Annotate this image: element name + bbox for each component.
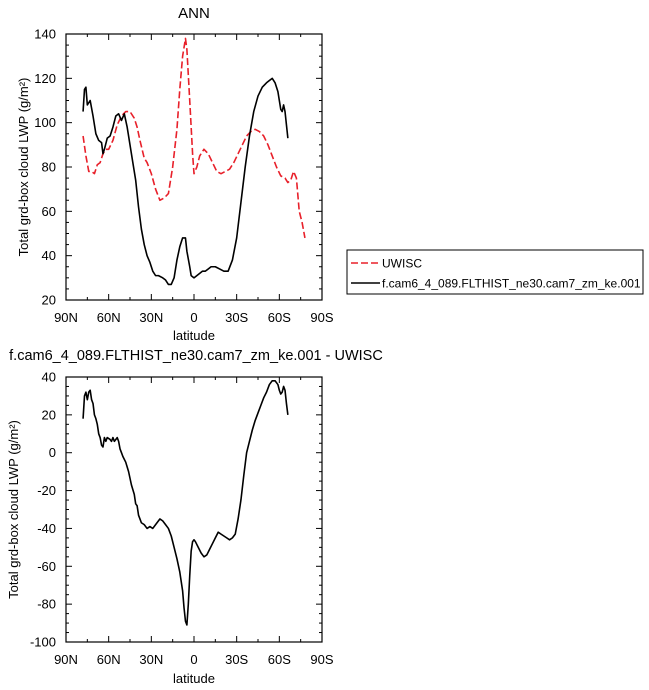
y-tick-label: -40 [37,521,56,536]
x-tick-label: 90S [310,652,333,667]
y-tick-label: 60 [42,204,56,219]
x-tick-label: 60S [268,652,291,667]
x-tick-label: 90S [310,310,333,325]
top-panel: 90N 60N 30N 0 30S 60S 90S 20 40 60 80 100 120 140 ANN l… [16,5,644,343]
y-tick-label: 80 [42,160,56,175]
y-tick-label: -60 [37,559,56,574]
y-tick-label: 0 [49,445,56,460]
y-tick-label: -80 [37,597,56,612]
x-axis-label: latitude [173,671,215,686]
legend-entry-2: f.cam6_4_089.FLTHIST_ne30.cam7_zm_ke.001 [382,277,641,291]
y-tick-label: 120 [34,71,56,86]
x-tick-label: 30S [225,310,248,325]
y-tick-label: -100 [30,635,56,650]
bottom-panel: 90N 60N 30N 0 30S 60S 90S -100 -80 -60 -40 -20 0 20 40… [6,348,383,686]
x-tick-label: 0 [190,310,197,325]
y-axis-label: Total grd-box cloud LWP (g/m²) [6,420,21,599]
legend-box [346,249,644,295]
x-axis-label: latitude [173,328,215,343]
legend-entry-1: UWISC [382,257,422,271]
x-tick-label: 30S [225,652,248,667]
x-tick-label: 60N [97,652,121,667]
y-tick-label: -20 [37,483,56,498]
plot-frame [65,33,323,301]
y-tick-label: 40 [42,370,56,385]
series-line-1 [82,379,289,626]
plot-frame [65,376,323,643]
y-tick-label: 20 [42,407,56,422]
y-tick-label: 20 [42,293,56,308]
legend: UWISC f.cam6_4_089.FLTHIST_ne30.cam7_zm_k… [346,249,644,295]
x-tick-label: 30N [139,310,163,325]
series-line-2 [82,77,289,286]
x-tick-label: 90N [54,310,78,325]
x-tick-label: 60S [268,310,291,325]
x-tick-label: 60N [97,310,121,325]
y-tick-label: 100 [34,115,56,130]
x-tick-label: 30N [139,652,163,667]
y-tick-label: 140 [34,27,56,42]
x-tick-label: 90N [54,652,78,667]
series-line-1 [82,37,306,239]
chart-title: f.cam6_4_089.FLTHIST_ne30.cam7_zm_ke.001… [9,348,383,364]
y-tick-label: 40 [42,248,56,263]
y-axis-label: Total grd-box cloud LWP (g/m²) [16,78,31,257]
x-tick-label: 0 [190,652,197,667]
chart-title: ANN [178,5,210,22]
